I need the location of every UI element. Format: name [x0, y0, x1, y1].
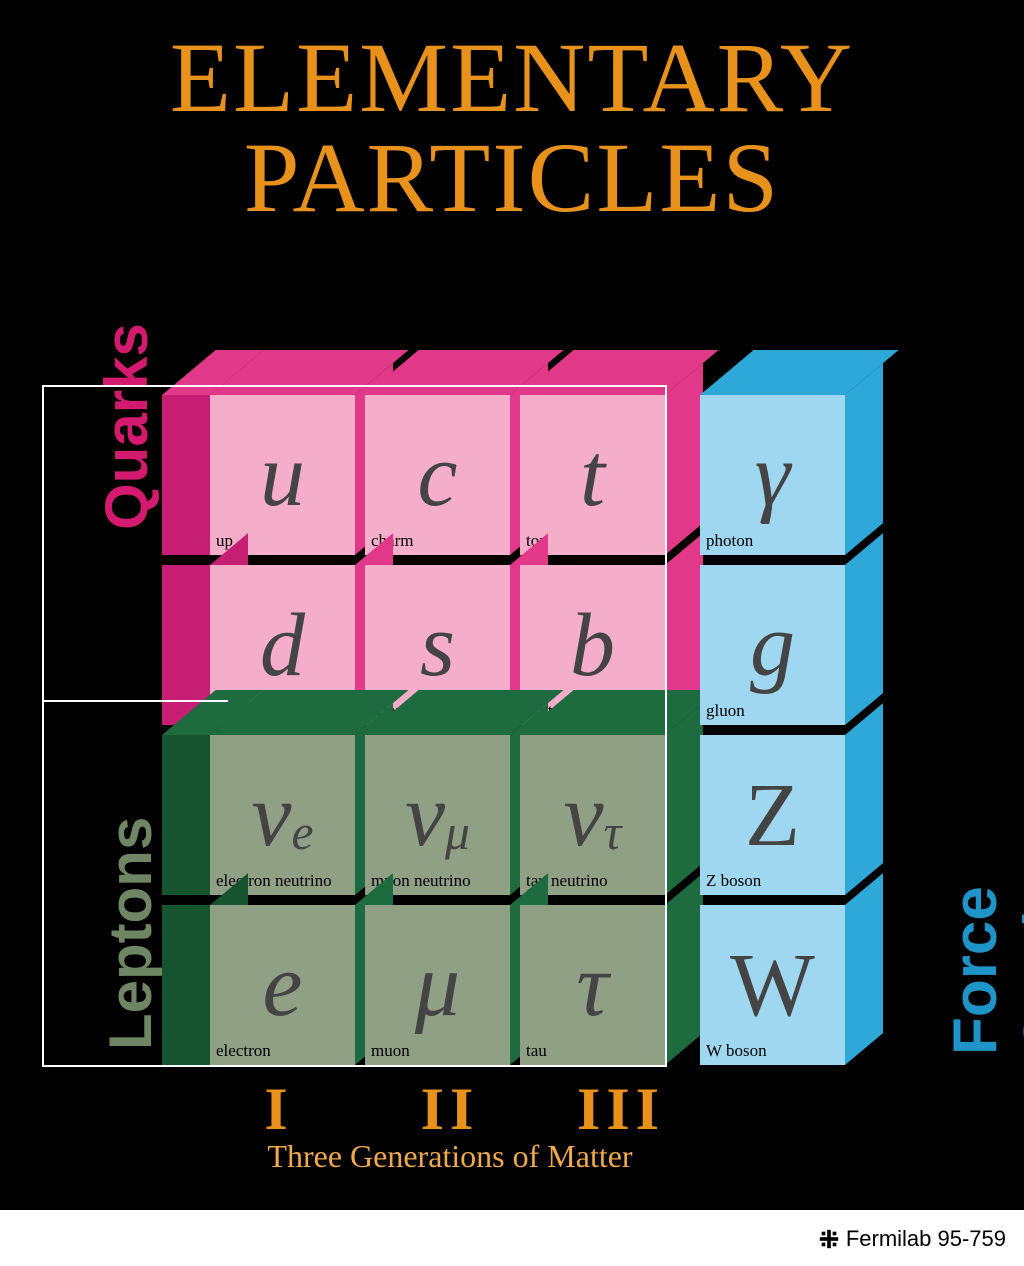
particle-cell: ttop: [520, 395, 665, 555]
block-3d: ZZ boson: [700, 735, 845, 895]
particle-name: W boson: [706, 1041, 767, 1061]
block-3d: WW boson: [700, 905, 845, 1065]
particle-name: electron: [216, 1041, 271, 1061]
block-3d: ttop: [520, 395, 665, 555]
particle-grid: uupccharmttopddownsstrangebbottomνeelect…: [120, 300, 900, 1070]
particle-cell: ggluon: [700, 565, 845, 725]
particle-name: muon: [371, 1041, 410, 1061]
credit-text: Fermilab 95-759: [846, 1226, 1006, 1252]
particle-cell: νeelectron neutrino: [210, 735, 355, 895]
block-3d: γphoton: [700, 395, 845, 555]
particle-cell: μmuon: [365, 905, 510, 1065]
particle-cell: ccharm: [365, 395, 510, 555]
block-3d: νeelectron neutrino: [210, 735, 355, 895]
particle-name: photon: [706, 531, 753, 551]
particle-cell: νμmuon neutrino: [365, 735, 510, 895]
particle-cell: γphoton: [700, 395, 845, 555]
block-3d: ggluon: [700, 565, 845, 725]
poster-background: ELEMENTARY PARTICLES Quarks Leptons Forc…: [0, 0, 1024, 1210]
bracket-line: [42, 385, 667, 387]
title-line-1: ELEMENTARY: [0, 28, 1024, 128]
particle-cell: eelectron: [210, 905, 355, 1065]
bracket-line: [665, 385, 667, 1065]
bracket-line: [42, 700, 228, 702]
particle-cell: WW boson: [700, 905, 845, 1065]
block-3d: ccharm: [365, 395, 510, 555]
credit-line: Fermilab 95-759: [818, 1226, 1006, 1252]
particle-cell: ZZ boson: [700, 735, 845, 895]
particle-name: tau: [526, 1041, 547, 1061]
particle-cell: uup: [210, 395, 355, 555]
generation-numerals: I II III: [200, 1075, 700, 1144]
block-3d: eelectron: [210, 905, 355, 1065]
block-3d: uup: [210, 395, 355, 555]
particle-cell: τtau: [520, 905, 665, 1065]
particle-cell: ντtau neutrino: [520, 735, 665, 895]
block-3d: ντtau neutrino: [520, 735, 665, 895]
bracket-line: [42, 385, 44, 1065]
block-3d: [162, 735, 210, 895]
gen-i: I: [204, 1075, 354, 1144]
bracket-line: [42, 1065, 667, 1067]
block-3d: [162, 395, 210, 555]
gen-ii: II: [375, 1075, 525, 1144]
generations-caption: Three Generations of Matter: [200, 1138, 700, 1175]
page-title: ELEMENTARY PARTICLES: [0, 28, 1024, 228]
gen-iii: III: [546, 1075, 696, 1144]
fermilab-icon: [818, 1228, 840, 1250]
block-3d: [162, 905, 210, 1065]
particle-name: gluon: [706, 701, 745, 721]
label-force-carriers: Force Carriers: [940, 817, 1024, 1055]
title-line-2: PARTICLES: [0, 128, 1024, 228]
generations: I II III Three Generations of Matter: [200, 1075, 700, 1175]
block-3d: νμmuon neutrino: [365, 735, 510, 895]
block-3d: μmuon: [365, 905, 510, 1065]
particle-name: Z boson: [706, 871, 761, 891]
block-3d: τtau: [520, 905, 665, 1065]
